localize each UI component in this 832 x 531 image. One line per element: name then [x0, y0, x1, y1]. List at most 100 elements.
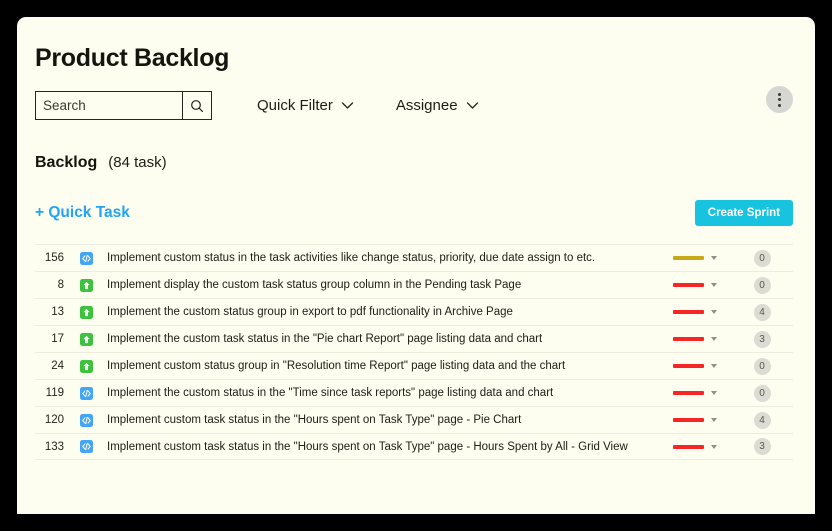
subtask-count-badge[interactable]: 0 — [753, 384, 771, 402]
table-row[interactable]: 119 Implement the custom status in the "T… — [35, 379, 793, 406]
subtask-count-badge[interactable]: 4 — [753, 411, 771, 429]
subtask-count-badge[interactable]: 0 — [753, 357, 771, 375]
improvement-glyph-icon — [82, 335, 90, 343]
caret-down-icon — [711, 256, 717, 260]
priority-bar-icon — [673, 418, 704, 422]
subtask-count-badge[interactable]: 3 — [753, 438, 771, 455]
task-title[interactable]: Implement display the custom task status… — [107, 279, 522, 291]
code-task-icon[interactable] — [79, 440, 93, 453]
backlog-card: Product Backlog Quick Filter Assigne — [17, 17, 815, 514]
table-row[interactable]: 8 Implement display the custom task statu… — [35, 271, 793, 298]
task-type-cell[interactable] — [73, 278, 99, 292]
priority-bar-icon — [673, 310, 704, 314]
priority-bar-icon — [673, 391, 704, 395]
task-priority-selector[interactable] — [659, 337, 731, 341]
caret-down-icon — [711, 283, 717, 287]
task-type-cell[interactable] — [73, 332, 99, 346]
assignee-label: Assignee — [395, 97, 458, 114]
task-priority-selector[interactable] — [659, 310, 731, 314]
table-row[interactable]: 17 Implement the custom task status in th… — [35, 325, 793, 352]
search-box[interactable] — [35, 91, 212, 120]
task-priority-selector[interactable] — [659, 364, 731, 368]
create-sprint-button[interactable]: Create Sprint — [694, 200, 793, 226]
task-count-cell[interactable]: 4 — [731, 411, 793, 429]
priority-bar-icon — [673, 283, 704, 287]
subtask-count-badge[interactable]: 0 — [753, 276, 771, 294]
table-row[interactable]: 120 Implement custom task status in the "… — [35, 406, 793, 433]
task-priority-selector[interactable] — [659, 418, 731, 422]
code-task-icon[interactable] — [79, 386, 93, 400]
subtask-count-badge[interactable]: 3 — [753, 330, 771, 348]
task-title[interactable]: Implement the custom task status in the … — [107, 333, 543, 345]
improvement-task-icon[interactable] — [79, 278, 93, 292]
task-type-cell[interactable] — [73, 440, 99, 453]
caret-down-icon — [711, 391, 717, 395]
task-count-cell[interactable]: 0 — [731, 249, 793, 267]
improvement-task-icon[interactable] — [79, 332, 93, 346]
caret-down-icon — [711, 444, 717, 449]
kebab-dot — [778, 98, 781, 101]
improvement-task-icon[interactable] — [79, 359, 93, 373]
task-type-cell[interactable] — [73, 386, 99, 400]
table-row[interactable]: 156 Implement custom status in the task a… — [35, 244, 793, 271]
task-title[interactable]: Implement the custom status group in exp… — [107, 306, 513, 318]
code-task-icon[interactable] — [79, 413, 93, 427]
caret-down-icon — [711, 418, 717, 422]
task-title[interactable]: Implement custom status group in "Resolu… — [107, 360, 566, 372]
backlog-heading: Backlog (84 task) — [17, 120, 815, 172]
task-id: 156 — [44, 252, 64, 264]
backlog-title: Backlog — [35, 154, 98, 171]
task-table: 156 Implement custom status in the task a… — [17, 244, 815, 460]
search-input[interactable] — [36, 92, 182, 119]
kebab-dot — [778, 92, 781, 96]
overflow-menu-button[interactable] — [766, 86, 793, 113]
task-count-cell[interactable]: 0 — [731, 357, 793, 375]
task-priority-selector[interactable] — [659, 391, 731, 395]
caret-down-icon — [711, 364, 717, 368]
task-title[interactable]: Implement the custom status in the "Time… — [107, 387, 554, 399]
add-quick-task-link[interactable]: + Quick Task — [35, 204, 130, 221]
code-task-icon[interactable] — [79, 251, 93, 265]
task-priority-selector[interactable] — [659, 256, 731, 260]
subtask-count-badge[interactable]: 0 — [753, 249, 771, 267]
task-count-cell[interactable]: 4 — [731, 303, 793, 321]
task-title[interactable]: Implement custom task status in the "Hou… — [107, 440, 628, 453]
priority-bar-icon — [673, 364, 704, 368]
task-type-cell[interactable] — [73, 359, 99, 373]
task-title[interactable]: Implement custom status in the task acti… — [107, 252, 596, 264]
quick-filter-dropdown[interactable]: Quick Filter — [257, 97, 354, 114]
table-row[interactable]: 13 Implement the custom status group in e… — [35, 298, 793, 325]
task-type-cell[interactable] — [73, 413, 99, 427]
quick-filter-label: Quick Filter — [257, 97, 333, 114]
improvement-glyph-icon — [82, 281, 90, 289]
task-count-cell[interactable]: 0 — [731, 276, 793, 294]
improvement-glyph-icon — [82, 362, 90, 370]
page-title: Product Backlog — [35, 44, 230, 72]
table-row[interactable]: 24 Implement custom status group in "Reso… — [35, 352, 793, 379]
task-id: 120 — [44, 414, 64, 426]
caret-down-icon — [711, 310, 717, 314]
task-type-cell[interactable] — [73, 305, 99, 319]
improvement-task-icon[interactable] — [79, 305, 93, 319]
kebab-dot — [778, 103, 781, 107]
caret-down-icon — [711, 337, 717, 341]
assignee-dropdown[interactable]: Assignee — [396, 97, 479, 114]
table-row[interactable]: 133 Implement custom task status in the "… — [35, 433, 793, 460]
task-id: 24 — [51, 360, 64, 372]
task-count-cell[interactable]: 3 — [731, 330, 793, 348]
priority-bar-icon — [673, 337, 704, 341]
improvement-glyph-icon — [82, 308, 90, 316]
task-priority-selector[interactable] — [659, 444, 731, 449]
task-title[interactable]: Implement custom task status in the "Hou… — [107, 414, 522, 426]
quick-task-row: + Quick Task Create Sprint — [17, 172, 815, 226]
task-type-cell[interactable] — [73, 251, 99, 265]
priority-bar-icon — [673, 256, 704, 260]
search-icon — [191, 99, 203, 112]
search-button[interactable] — [182, 92, 211, 119]
subtask-count-badge[interactable]: 4 — [753, 303, 771, 321]
task-count-cell[interactable]: 3 — [731, 438, 793, 455]
code-glyph-icon — [81, 389, 91, 397]
task-priority-selector[interactable] — [659, 283, 731, 287]
task-count-cell[interactable]: 0 — [731, 384, 793, 402]
